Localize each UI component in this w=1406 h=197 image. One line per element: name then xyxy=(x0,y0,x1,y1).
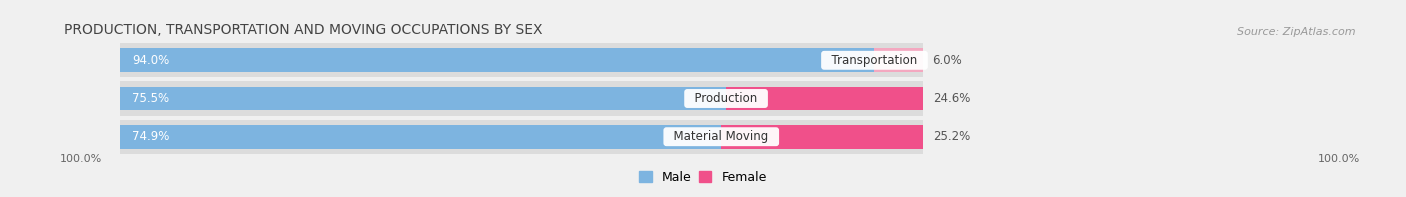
Legend: Male, Female: Male, Female xyxy=(634,166,772,189)
Text: 74.9%: 74.9% xyxy=(132,130,170,143)
Bar xyxy=(875,48,922,72)
Bar xyxy=(725,87,924,110)
Text: Source: ZipAtlas.com: Source: ZipAtlas.com xyxy=(1237,27,1355,37)
Bar xyxy=(121,48,875,72)
Bar xyxy=(121,120,922,154)
Text: Material Moving: Material Moving xyxy=(666,130,776,143)
Bar xyxy=(121,81,922,116)
Text: Production: Production xyxy=(688,92,765,105)
Text: 100.0%: 100.0% xyxy=(1317,154,1360,164)
Bar xyxy=(721,125,924,149)
Bar xyxy=(121,43,922,77)
Text: 94.0%: 94.0% xyxy=(132,54,170,67)
Bar xyxy=(121,87,725,110)
Text: 24.6%: 24.6% xyxy=(934,92,970,105)
Text: PRODUCTION, TRANSPORTATION AND MOVING OCCUPATIONS BY SEX: PRODUCTION, TRANSPORTATION AND MOVING OC… xyxy=(65,23,543,37)
Bar xyxy=(121,125,721,149)
Text: Transportation: Transportation xyxy=(824,54,925,67)
Text: 6.0%: 6.0% xyxy=(932,54,962,67)
Text: 25.2%: 25.2% xyxy=(934,130,970,143)
Text: 75.5%: 75.5% xyxy=(132,92,170,105)
Text: 100.0%: 100.0% xyxy=(60,154,103,164)
